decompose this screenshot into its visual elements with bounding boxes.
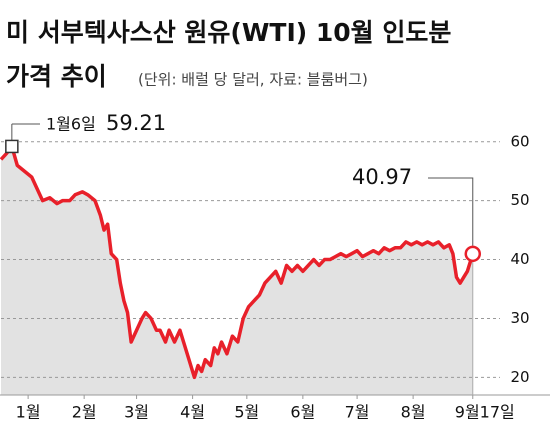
x-tick-label: 9월17일 [455, 403, 515, 422]
y-tick-label: 50 [510, 191, 529, 209]
end-marker [464, 245, 482, 263]
y-tick-label: 20 [510, 368, 529, 386]
chart-subtitle: (단위: 배럴 당 달러, 자료: 블룸버그) [138, 71, 368, 89]
x-tick-label: 7월 [345, 403, 370, 422]
x-tick-label: 1월 [16, 403, 41, 422]
y-tick-label: 40 [510, 250, 529, 268]
leader [428, 177, 474, 246]
x-tick-label: 6월 [290, 403, 315, 422]
start-marker [5, 139, 19, 154]
y-tick-label: 60 [510, 132, 529, 150]
price-line [0, 144, 475, 380]
start-value-label: 59.21 [106, 111, 166, 135]
x-tick-label: 4월 [180, 403, 205, 422]
start-date-label: 1월6일 [46, 115, 96, 134]
x-tick-label: 5월 [234, 403, 259, 422]
chart-title-line2: 가격 추이 [6, 62, 107, 91]
x-tick-label: 3월 [124, 403, 149, 422]
x-tick-label: 2월 [72, 403, 97, 422]
area [1, 146, 473, 395]
chart-title: 미 서부텍사스산 원유(WTI) 10월 인도분 [6, 18, 451, 47]
y-tick-label: 30 [510, 309, 529, 327]
x-tick-label: 8월 [401, 403, 426, 422]
end-value-label: 40.97 [352, 165, 412, 189]
